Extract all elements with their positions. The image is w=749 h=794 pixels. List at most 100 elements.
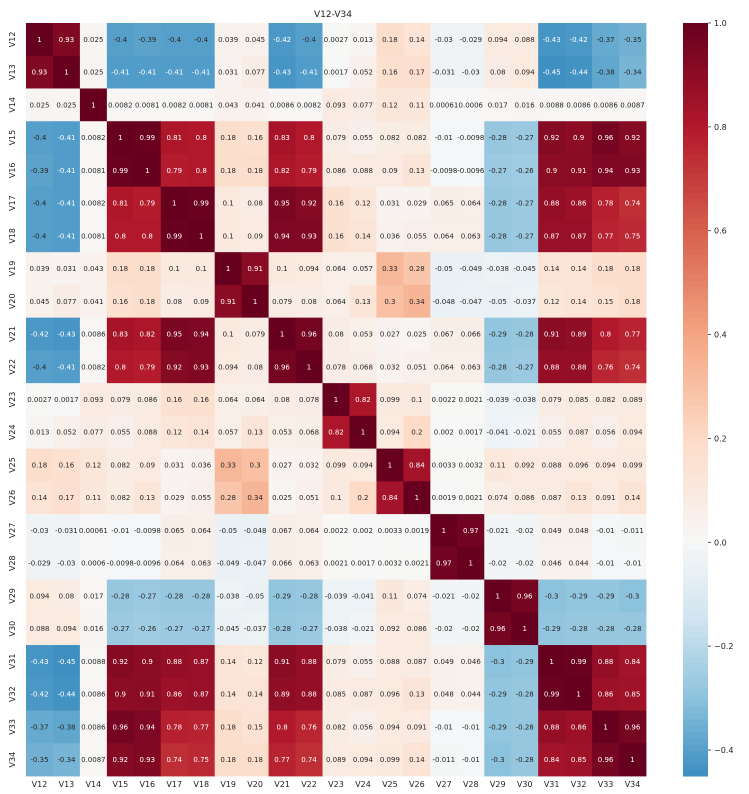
colorbar-segment bbox=[683, 700, 708, 708]
heatmap-cell-V15-V17 bbox=[160, 121, 189, 155]
colorbar-segment bbox=[683, 575, 708, 582]
heatmap-cell-V28-V34 bbox=[619, 546, 647, 580]
heatmap-cell-V12-V25 bbox=[376, 23, 404, 57]
cell-value-label: 0.08 bbox=[59, 592, 75, 600]
cell-value-label: 0.0019 bbox=[405, 527, 430, 535]
cell-value-label: 0.08 bbox=[247, 363, 263, 371]
heatmap-cell-V29-V27 bbox=[430, 579, 458, 613]
heatmap-cell-V16-V28 bbox=[457, 153, 485, 188]
cell-value-label: 0.055 bbox=[353, 134, 373, 142]
heatmap-cell-V31-V27 bbox=[430, 645, 458, 679]
cell-value-label: 0.99 bbox=[544, 691, 560, 699]
heatmap-cell-V20-V16 bbox=[133, 284, 162, 319]
x-tick-label-V17: V17 bbox=[166, 780, 182, 789]
heatmap-cell-V19-V31 bbox=[538, 252, 566, 286]
cell-value-label: 0.87 bbox=[571, 232, 587, 240]
cell-value-label: 0.096 bbox=[380, 691, 401, 699]
colorbar-segment bbox=[683, 706, 708, 714]
cell-value-label: 0.094 bbox=[380, 429, 401, 437]
cell-value-label: 0.94 bbox=[140, 723, 156, 731]
heatmap-cell-V33-V22 bbox=[295, 710, 323, 744]
heatmap-cell-V28-V29 bbox=[484, 546, 512, 580]
heatmap-cell-V23-V17 bbox=[160, 383, 189, 417]
cell-value-label: -0.4 bbox=[33, 200, 47, 208]
cell-value-label: -0.41 bbox=[57, 134, 75, 142]
heatmap-cell-V18-V15 bbox=[106, 219, 135, 253]
cell-value-label: -0.28 bbox=[489, 232, 507, 240]
heatmap-cell-V30-V16 bbox=[133, 612, 162, 646]
cell-value-label: 0.81 bbox=[113, 200, 129, 208]
colorbar-segment bbox=[683, 117, 708, 124]
cell-value-label: 0.89 bbox=[274, 691, 290, 699]
cell-value-label: 0.08 bbox=[274, 396, 290, 404]
heatmap-cell-V34-V33 bbox=[592, 743, 620, 777]
heatmap-cell-V29-V31 bbox=[538, 579, 566, 613]
heatmap-cell-V24-V23 bbox=[322, 415, 350, 450]
colorbar-segment bbox=[683, 612, 708, 620]
cell-value-label: -0.4 bbox=[33, 232, 47, 240]
cell-value-label: 0.087 bbox=[353, 691, 373, 699]
cell-value-label: 1 bbox=[37, 36, 41, 44]
colorbar-segment bbox=[683, 449, 708, 457]
colorbar-segment bbox=[683, 248, 708, 256]
heatmap-cell-V22-V18 bbox=[187, 350, 216, 384]
heatmap-cell-V21-V31 bbox=[538, 317, 566, 351]
colorbar-segment bbox=[683, 211, 708, 219]
cell-value-label: -0.41 bbox=[111, 69, 129, 77]
heatmap-cell-V30-V28 bbox=[457, 612, 485, 646]
cell-value-label: 0.029 bbox=[164, 494, 184, 502]
cell-value-label: 0.2 bbox=[357, 494, 368, 502]
cell-value-label: -0.39 bbox=[30, 167, 48, 175]
y-tick-label-V33: V33 bbox=[8, 719, 17, 735]
cell-value-label: 0.83 bbox=[113, 331, 129, 339]
cell-value-label: 0.088 bbox=[29, 625, 49, 633]
heatmap-cell-V33-V19 bbox=[214, 710, 243, 744]
cell-value-label: 0.79 bbox=[140, 200, 156, 208]
heatmap-cell-V16-V22 bbox=[295, 153, 323, 188]
cell-value-label: 0.065 bbox=[434, 200, 454, 208]
cell-value-label: -0.4 bbox=[302, 36, 316, 44]
heatmap-cell-V21-V29 bbox=[484, 317, 512, 351]
colorbar-segment bbox=[683, 230, 708, 237]
x-tick-label-V12: V12 bbox=[32, 780, 48, 789]
cell-value-label: -0.26 bbox=[516, 167, 535, 175]
cell-value-label: 0.025 bbox=[407, 331, 427, 339]
cell-value-label: -0.4 bbox=[194, 36, 208, 44]
colorbar-segment bbox=[683, 732, 708, 739]
cell-value-label: -0.34 bbox=[57, 756, 76, 764]
heatmap-cell-V27-V30 bbox=[511, 514, 539, 548]
heatmap-cell-V24-V15 bbox=[106, 415, 135, 450]
heatmap-cell-V31-V31 bbox=[538, 645, 566, 679]
heatmap-cell-labels: 1 0.93 0.025 -0.4 -0.39 -0.4 -0.4 0.039 0.045 -0.… bbox=[27, 36, 645, 764]
cell-value-label: 0.0021 bbox=[459, 494, 484, 502]
heatmap-cell-V29-V29 bbox=[484, 579, 512, 613]
heatmap-cell-V21-V27 bbox=[430, 317, 458, 351]
cell-value-label: -0.44 bbox=[57, 691, 76, 699]
cell-value-label: -0.0096 bbox=[134, 560, 162, 568]
cell-value-label: -0.28 bbox=[623, 625, 641, 633]
heatmap-cell-V15-V16 bbox=[133, 121, 162, 155]
heatmap-cell-V22-V34 bbox=[619, 350, 647, 384]
cell-value-label: -0.3 bbox=[626, 592, 640, 600]
heatmap-cell-V33-V25 bbox=[376, 710, 404, 744]
cell-value-label: 0.14 bbox=[220, 691, 236, 699]
cell-value-label: 0.96 bbox=[113, 723, 129, 731]
heatmap-cell-V15-V30 bbox=[511, 121, 539, 155]
heatmap-cell-V18-V22 bbox=[295, 219, 323, 253]
heatmap-cell-V18-V19 bbox=[214, 219, 243, 253]
cell-value-label: 0.079 bbox=[326, 134, 346, 142]
cell-value-label: 0.76 bbox=[598, 363, 614, 371]
cell-value-label: 0.094 bbox=[622, 429, 643, 437]
heatmap-cell-V26-V27 bbox=[430, 481, 458, 515]
cell-value-label: -0.038 bbox=[513, 396, 536, 404]
heatmap-cell-V34-V16 bbox=[133, 743, 162, 777]
cell-value-label: -0.29 bbox=[273, 592, 291, 600]
heatmap-cell-V32-V33 bbox=[592, 677, 620, 711]
cell-value-label: 0.8 bbox=[196, 167, 207, 175]
heatmap-cell-V27-V20 bbox=[241, 514, 270, 548]
cell-value-label: 0.077 bbox=[353, 101, 373, 109]
cell-value-label: 0.13 bbox=[355, 298, 371, 306]
heatmap-cell-V14-V32 bbox=[565, 88, 593, 122]
heatmap-cell-V29-V22 bbox=[295, 579, 323, 613]
heatmap-cell-V22-V31 bbox=[538, 350, 566, 384]
